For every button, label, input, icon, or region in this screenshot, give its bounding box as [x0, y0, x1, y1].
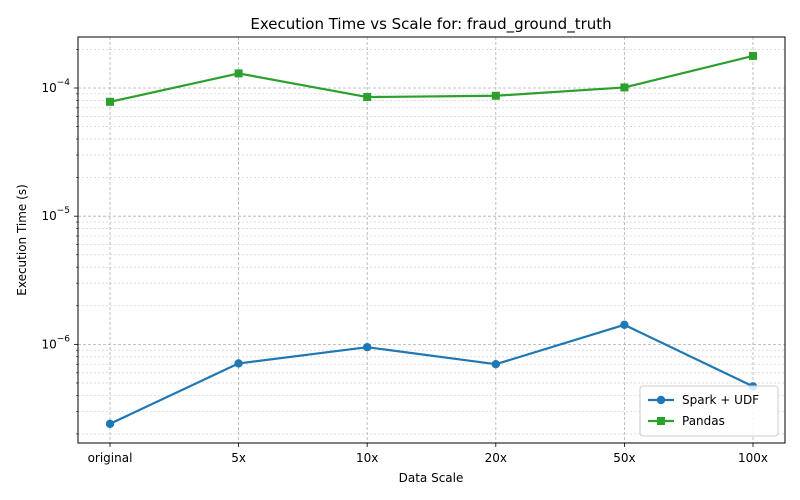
x-tick-label: 5x [231, 451, 246, 465]
x-tick-label: 20x [485, 451, 507, 465]
legend-label: Spark + UDF [682, 393, 759, 407]
y-tick-label: 10−5 [41, 206, 70, 223]
legend: Spark + UDF Pandas [639, 385, 779, 437]
data-point [234, 359, 243, 368]
x-axis: original 5x 10x 20x 50x 100x [88, 443, 768, 465]
legend-label: Pandas [682, 414, 725, 428]
y-tick-label: 10−6 [41, 334, 70, 351]
grid [78, 37, 785, 443]
x-tick-label: 10x [356, 451, 378, 465]
data-point [106, 97, 114, 106]
legend-marker [656, 395, 666, 405]
data-point [491, 91, 500, 100]
x-tick-label: 100x [738, 451, 768, 465]
chart-title: Execution Time vs Scale for: fraud_groun… [250, 15, 611, 34]
data-point [234, 69, 243, 78]
legend-item: Spark + UDF [648, 393, 759, 407]
legend-box [639, 385, 779, 437]
y-axis: 10−6 10−5 10−4 [41, 49, 78, 435]
data-point [620, 83, 629, 92]
y-tick-label: 10−4 [41, 78, 70, 95]
x-tick-label: 50x [613, 451, 635, 465]
data-point [363, 343, 372, 352]
x-tick-label: original [88, 451, 133, 465]
data-point [620, 320, 629, 330]
data-point [105, 419, 115, 429]
series-line [109, 54, 754, 103]
x-axis-label: Data Scale [399, 471, 464, 485]
plot-frame [77, 36, 786, 444]
legend-item: Pandas [648, 414, 725, 428]
series-line [109, 323, 754, 425]
legend-marker [657, 417, 665, 425]
series-2 [106, 51, 757, 106]
data-point [491, 360, 500, 369]
data-point [363, 93, 372, 102]
series-layer [105, 51, 758, 429]
data-point [749, 51, 757, 60]
y-axis-label: Execution Time (s) [15, 184, 29, 296]
